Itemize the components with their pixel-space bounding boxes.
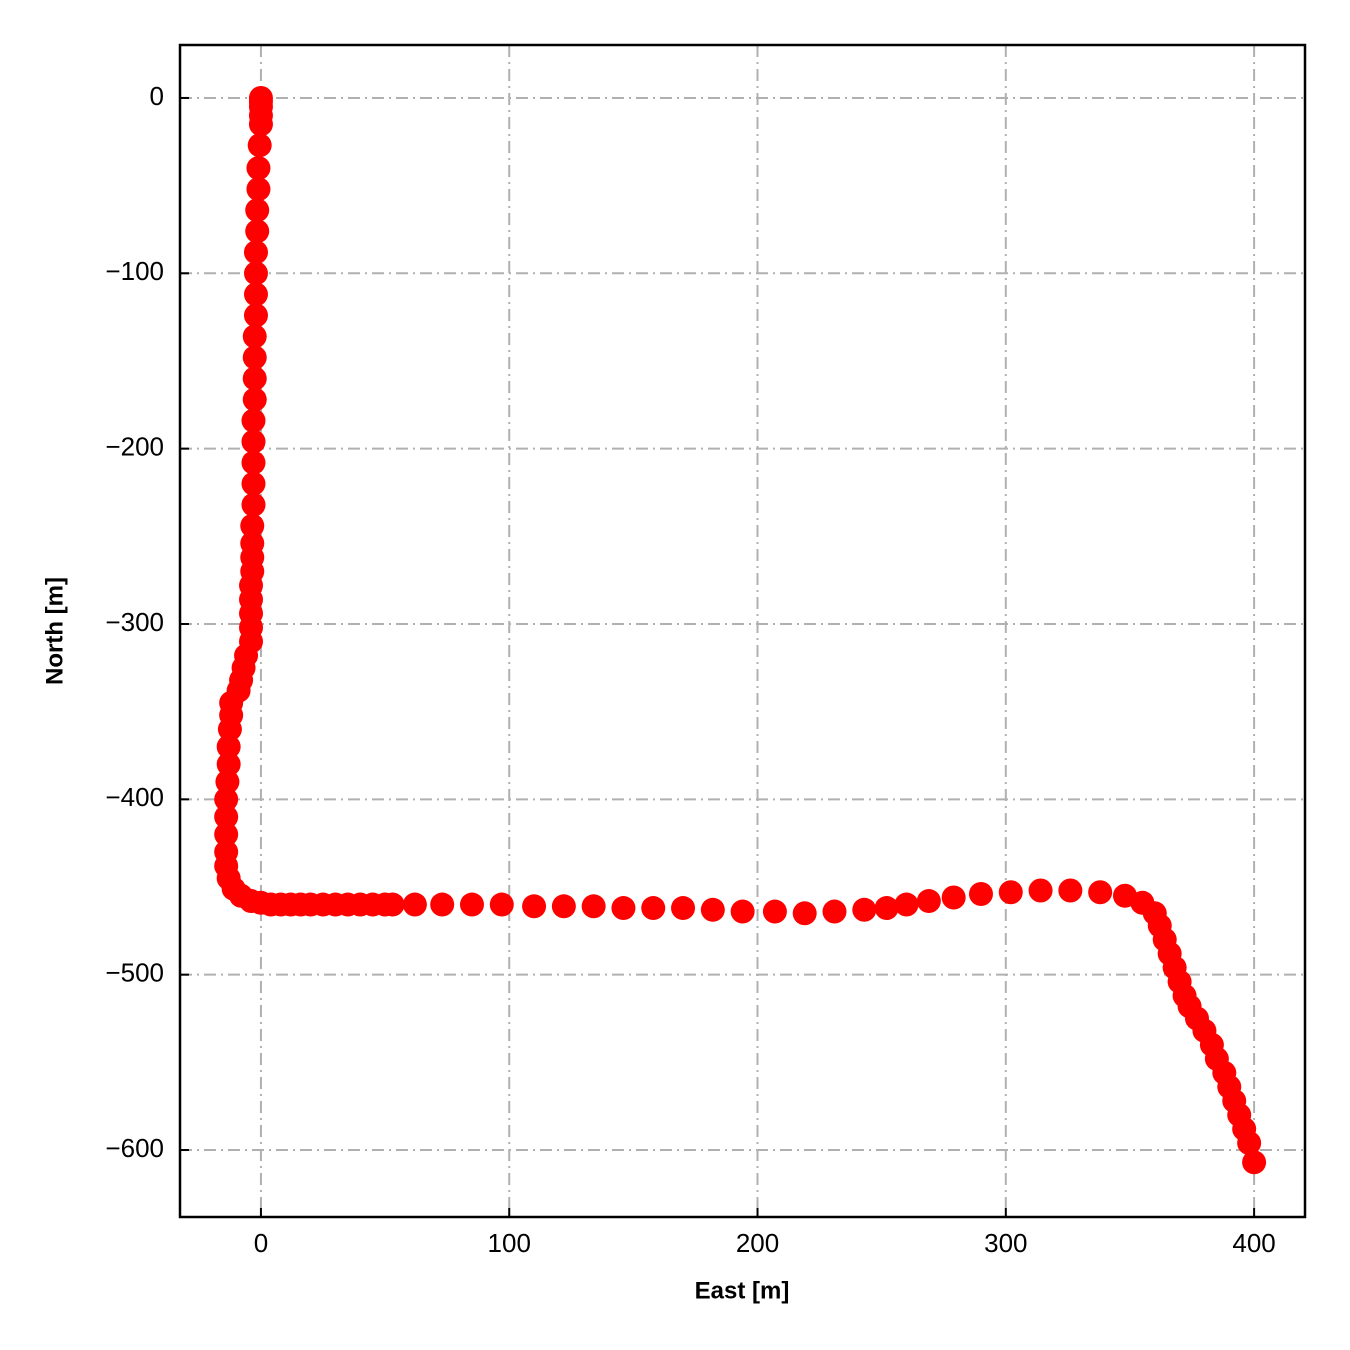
point — [1028, 878, 1053, 903]
y-tick-label: −500 — [105, 958, 164, 988]
point — [430, 892, 455, 917]
y-axis-label: North [m] — [41, 577, 68, 685]
point — [489, 892, 514, 917]
point — [242, 366, 267, 391]
point — [245, 219, 270, 244]
point — [522, 894, 547, 919]
point — [671, 896, 696, 921]
point — [641, 896, 666, 921]
point — [216, 752, 241, 777]
point — [242, 387, 267, 412]
x-tick-label: 200 — [736, 1228, 779, 1258]
point — [852, 897, 877, 922]
x-tick-label: 400 — [1232, 1228, 1275, 1258]
point — [459, 892, 484, 917]
point — [1058, 878, 1083, 903]
y-tick-label: −200 — [105, 432, 164, 462]
point — [700, 897, 725, 922]
point — [241, 450, 266, 475]
point — [214, 804, 239, 829]
point — [551, 894, 576, 919]
plot-frame — [178, 43, 1307, 1219]
point — [214, 787, 239, 812]
x-axis-label: East [m] — [695, 1277, 790, 1304]
point — [380, 892, 405, 917]
point — [214, 822, 239, 847]
point — [246, 156, 271, 181]
point — [217, 717, 242, 742]
point — [243, 261, 268, 286]
point — [874, 896, 899, 921]
x-tick-label: 100 — [488, 1228, 531, 1258]
point — [241, 492, 266, 517]
point — [792, 901, 817, 926]
y-tick-label: −300 — [105, 607, 164, 637]
point — [762, 899, 787, 924]
point — [941, 885, 966, 910]
point — [581, 894, 606, 919]
point — [241, 408, 266, 433]
y-tick-label: −100 — [105, 256, 164, 286]
point — [1237, 1131, 1262, 1156]
point — [822, 899, 847, 924]
point — [968, 882, 993, 907]
y-tick-label: −400 — [105, 782, 164, 812]
point — [730, 899, 755, 924]
point — [402, 892, 427, 917]
point — [243, 240, 268, 265]
point — [243, 303, 268, 328]
point — [241, 429, 266, 454]
point — [243, 282, 268, 307]
point — [246, 177, 271, 202]
point — [240, 513, 265, 538]
point — [241, 471, 266, 496]
x-tick-label: 300 — [984, 1228, 1027, 1258]
point — [611, 896, 636, 921]
point — [1242, 1150, 1267, 1175]
point — [247, 133, 272, 158]
point — [216, 734, 241, 759]
point — [248, 112, 273, 137]
point — [242, 324, 267, 349]
point — [916, 889, 941, 914]
y-tick-label: 0 — [150, 81, 164, 111]
x-tick-label: 0 — [254, 1228, 268, 1258]
point — [998, 880, 1023, 905]
point — [894, 892, 919, 917]
point — [245, 198, 270, 223]
point — [1088, 880, 1113, 905]
point — [242, 345, 267, 370]
y-tick-label: −600 — [105, 1133, 164, 1163]
point — [215, 769, 240, 794]
